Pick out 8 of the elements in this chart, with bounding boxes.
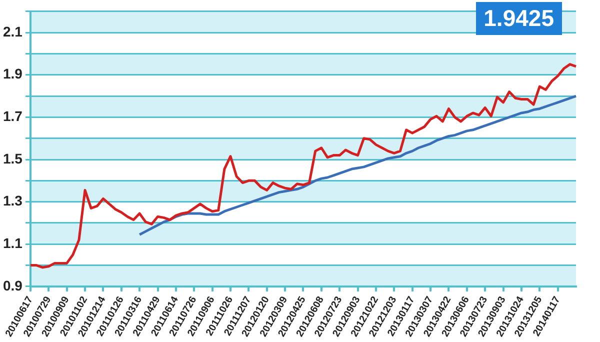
y-tick-label: 1.7 bbox=[2, 108, 23, 124]
y-tick-label: 1.5 bbox=[2, 150, 23, 166]
annotation: 1.9425 bbox=[476, 2, 562, 35]
y-tick-label: 1.3 bbox=[2, 192, 23, 209]
y-tick-label: 1.1 bbox=[2, 235, 23, 252]
y-tick-label: 0.9 bbox=[2, 277, 23, 294]
y-tick-label: 2.1 bbox=[2, 23, 23, 40]
y-tick-label: 1.9 bbox=[2, 66, 23, 82]
